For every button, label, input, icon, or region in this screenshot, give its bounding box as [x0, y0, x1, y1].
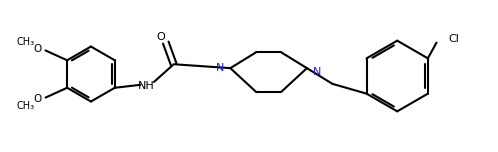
Text: O: O [33, 94, 42, 104]
Text: N: N [216, 63, 225, 73]
Text: N: N [313, 67, 321, 77]
Text: Cl: Cl [448, 34, 459, 44]
Text: CH₃: CH₃ [17, 101, 35, 111]
Text: O: O [156, 32, 165, 42]
Text: CH₃: CH₃ [17, 37, 35, 47]
Text: NH: NH [138, 81, 154, 91]
Text: O: O [33, 45, 42, 55]
